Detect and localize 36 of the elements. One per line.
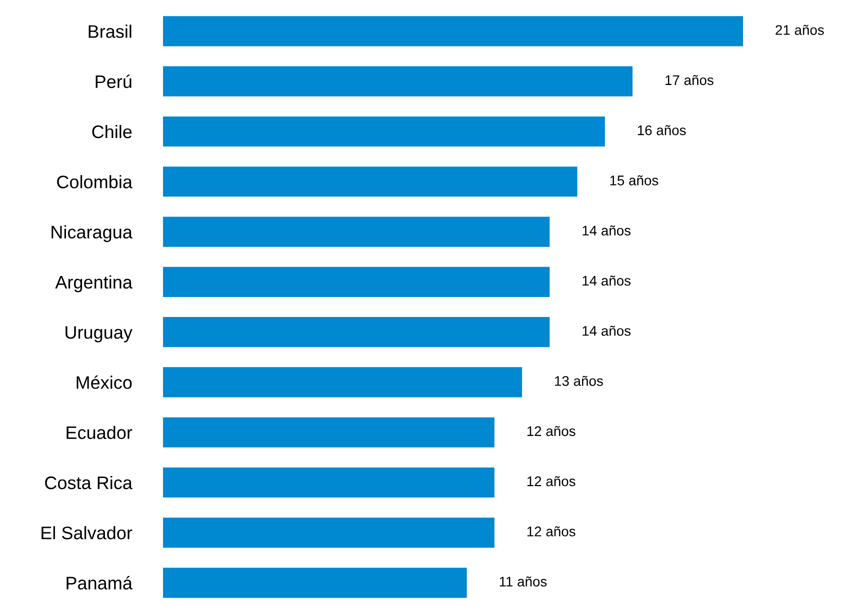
- y-tick-label: Costa Rica: [45, 476, 132, 490]
- y-tick-label: Ecuador: [66, 426, 132, 440]
- bar: [163, 16, 743, 46]
- y-tick-label: Argentina: [55, 275, 132, 292]
- data-label: 21 años: [776, 24, 824, 35]
- data-label: 14 años: [582, 326, 631, 336]
- data-label: 16 años: [638, 125, 686, 136]
- bar: [163, 417, 494, 448]
- bar: [163, 116, 605, 147]
- bar: [163, 317, 550, 348]
- data-label: 12 años: [527, 526, 576, 536]
- data-label: 13 años: [555, 376, 603, 386]
- bar: [163, 166, 578, 197]
- y-tick-label: México: [76, 375, 132, 389]
- data-label: 17 años: [666, 74, 714, 86]
- y-tick-label: Nicaragua: [52, 225, 132, 242]
- bar: [163, 467, 494, 498]
- data-label: 12 años: [527, 426, 576, 436]
- bar: [163, 216, 550, 247]
- y-tick-label: Colombia: [57, 175, 132, 188]
- bar: [163, 66, 633, 96]
- data-label: 14 años: [582, 276, 631, 286]
- data-label: 14 años: [582, 225, 631, 236]
- y-tick-label: Perú: [96, 74, 132, 88]
- data-label: 15 años: [610, 175, 658, 186]
- bar: [163, 367, 522, 398]
- y-tick-label: Panamá: [66, 576, 132, 590]
- y-tick-label: Brasil: [88, 24, 132, 38]
- data-label: 12 años: [527, 476, 576, 486]
- data-label: 11 años: [500, 576, 547, 587]
- bar: [163, 568, 467, 598]
- bar: [163, 518, 494, 548]
- bar: [163, 266, 550, 297]
- y-tick-label: El Salvador: [42, 526, 132, 540]
- y-tick-label: Chile: [92, 124, 132, 138]
- y-tick-label: Uruguay: [66, 326, 132, 342]
